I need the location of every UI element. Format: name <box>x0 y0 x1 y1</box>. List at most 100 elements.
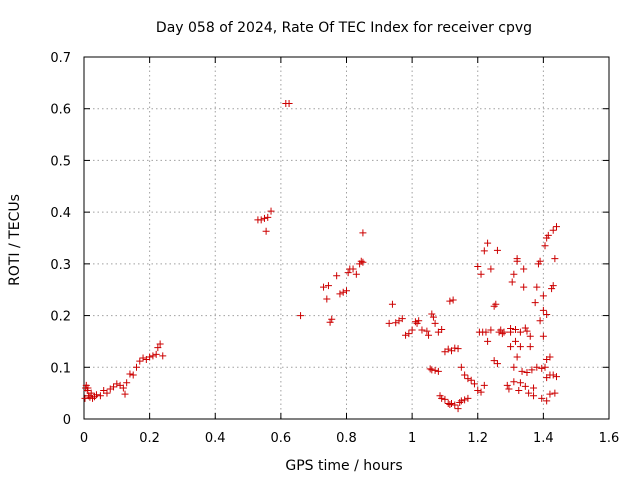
data-point <box>510 363 518 371</box>
data-point <box>470 380 478 388</box>
data-point <box>119 384 127 392</box>
data-point <box>461 396 469 404</box>
data-point <box>87 389 95 397</box>
data-point <box>464 375 472 383</box>
data-point <box>411 318 419 326</box>
data-point <box>546 353 554 361</box>
x-tick-label: 1 <box>408 431 416 446</box>
data-point <box>457 397 465 405</box>
data-point <box>457 363 465 371</box>
data-point <box>498 330 506 338</box>
data-point <box>538 394 546 402</box>
axis-ticks <box>83 56 610 420</box>
data-point <box>523 327 531 335</box>
x-tick-label: 1.4 <box>533 431 554 446</box>
data-point <box>525 389 533 397</box>
y-axis-label: ROTI / TECUs <box>7 194 23 286</box>
data-point <box>113 380 121 388</box>
data-point <box>110 383 118 391</box>
data-point <box>482 328 490 336</box>
data-point <box>533 363 541 371</box>
data-point <box>480 247 488 255</box>
data-point <box>518 367 526 375</box>
data-point <box>446 401 454 409</box>
grid <box>84 57 609 419</box>
data-point <box>526 332 534 340</box>
data-point <box>343 287 350 295</box>
y-tick-label: 0.7 <box>50 51 71 66</box>
data-point <box>544 231 552 239</box>
data-point <box>511 337 519 345</box>
data-point <box>448 399 455 407</box>
data-point <box>549 371 557 379</box>
data-point <box>474 262 482 270</box>
data-point <box>320 283 328 291</box>
data-point <box>480 381 488 389</box>
data-point <box>539 292 547 300</box>
data-point <box>493 360 501 368</box>
data-point <box>530 384 538 392</box>
data-point <box>464 394 472 402</box>
data-point <box>541 242 549 250</box>
y-tick-label: 0.4 <box>50 206 71 221</box>
data-point <box>423 327 431 335</box>
y-tick-label: 0.5 <box>50 154 71 169</box>
data-point <box>538 364 546 372</box>
data-point <box>515 387 523 395</box>
data-point <box>539 306 547 314</box>
data-point <box>154 344 162 352</box>
data-point <box>326 318 334 326</box>
data-point <box>405 330 413 338</box>
data-point <box>156 340 164 348</box>
data-point <box>487 326 495 334</box>
data-point <box>136 357 144 365</box>
data-point <box>449 296 457 304</box>
data-point <box>543 397 551 405</box>
data-point <box>461 371 469 379</box>
data-point <box>536 257 544 265</box>
data-point <box>267 207 275 215</box>
data-point <box>528 366 536 374</box>
data-point <box>549 226 557 234</box>
data-point <box>508 278 516 286</box>
data-point <box>474 387 482 395</box>
data-point <box>456 398 464 406</box>
data-point <box>285 100 293 108</box>
data-point <box>139 354 147 362</box>
data-point <box>415 317 423 325</box>
data-point <box>505 385 513 393</box>
data-point <box>428 310 436 318</box>
data-point <box>451 344 459 352</box>
data-point <box>511 326 519 334</box>
data-point <box>398 315 406 323</box>
x-tick-labels: 0 0.2 0.4 0.6 0.8 1 1.2 1.4 1.6 <box>80 431 619 446</box>
data-point <box>516 343 524 351</box>
data-point <box>333 272 341 280</box>
data-point <box>126 370 134 378</box>
y-tick-label: 0.3 <box>50 258 71 273</box>
data-point <box>546 390 554 398</box>
data-point <box>551 389 559 397</box>
data-point <box>520 265 528 273</box>
data-point <box>510 270 518 278</box>
data-point <box>510 378 518 386</box>
data-point <box>539 332 547 340</box>
data-point <box>493 246 501 254</box>
data-point <box>103 389 111 397</box>
data-point <box>84 384 92 392</box>
data-point <box>257 216 265 224</box>
data-point <box>549 282 557 290</box>
data-point <box>402 331 410 339</box>
x-tick-label: 0.6 <box>271 431 292 446</box>
data-point <box>425 331 433 339</box>
data-point <box>429 313 437 321</box>
x-tick-label: 1.2 <box>467 431 488 446</box>
data-point <box>336 290 344 298</box>
data-point <box>548 285 556 293</box>
data-point <box>521 382 529 390</box>
data-point <box>385 319 393 327</box>
data-point <box>467 376 475 384</box>
data-point <box>344 269 352 277</box>
